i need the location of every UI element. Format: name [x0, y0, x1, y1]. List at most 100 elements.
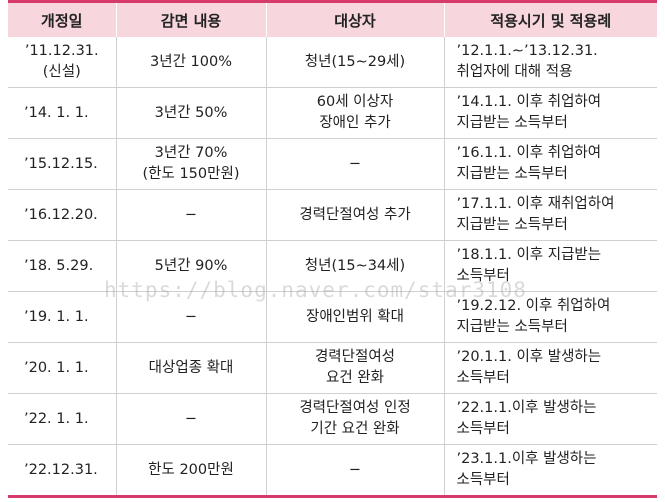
- cell-application-period-line: 소득부터: [456, 421, 510, 437]
- table-row: ’15.12.15. 3년간 70% (한도 150만원) − ’16.1.1. 이후 …: [8, 138, 657, 190]
- cell-application-period-line: ’12.1.1.∼’13.12.31.: [456, 43, 598, 59]
- cell-target-line: −: [348, 461, 362, 478]
- cell-reduction-content: −: [115, 291, 266, 343]
- cell-reduction-content-line: 3년간 100%: [150, 53, 232, 70]
- cell-application-period-line: ’17.1.1. 이후 재취업하여: [456, 196, 615, 212]
- bottom-rule: [8, 495, 657, 498]
- cell-reduction-content-line: 5년간 90%: [154, 257, 228, 274]
- cell-reduction-content-line: 한도 200만원: [148, 461, 234, 478]
- cell-reduction-content-line: −: [184, 308, 198, 325]
- cell-revision-date: ’18. 5.29.: [8, 240, 116, 292]
- cell-application-period-line: 취업자에 대해 적용: [456, 64, 573, 80]
- cell-target-line: 요건 완화: [326, 370, 384, 386]
- cell-application-period-line: ’14.1.1. 이후 취업하여: [456, 94, 602, 110]
- document-table-wrapper: 개정일 감면 내용 대상자 적용시기 및 적용례 ’11.12.31. (신설) 3…: [8, 0, 657, 502]
- cell-reduction-content: 대상업종 확대: [115, 342, 266, 394]
- cell-application-period-line: ’16.1.1. 이후 취업하여: [456, 145, 602, 161]
- cell-revision-date-line: ’19. 1. 1.: [24, 308, 89, 325]
- header-application-period: 적용시기 및 적용례: [443, 3, 657, 37]
- cell-reduction-content: 5년간 90%: [115, 240, 266, 292]
- cell-reduction-content: −: [115, 393, 266, 445]
- cell-target-line: −: [348, 155, 362, 172]
- cell-target-line: 경력단절여성 추가: [299, 206, 411, 223]
- cell-revision-date-line: ’11.12.31.: [24, 43, 99, 59]
- cell-target-line: 청년(15∼29세): [304, 53, 406, 70]
- header-reduction-content: 감면 내용: [115, 3, 266, 37]
- cell-revision-date: ’19. 1. 1.: [8, 291, 116, 343]
- cell-revision-date-line: ’20. 1. 1.: [24, 359, 89, 376]
- cell-target-line: 경력단절여성 인정: [299, 400, 411, 416]
- cell-revision-date-line: (신설): [42, 64, 81, 80]
- cell-revision-date: ’16.12.20.: [8, 189, 116, 241]
- table-body: ’11.12.31. (신설) 3년간 100% 청년(15∼29세) ’12.1.1.…: [8, 37, 657, 495]
- cell-application-period-line: 소득부터: [456, 370, 510, 386]
- table-row: ’22. 1. 1. − 경력단절여성 인정 기간 요건 완화 ’22.1.1.이후 발…: [8, 393, 657, 445]
- cell-revision-date-line: ’14. 1. 1.: [24, 104, 89, 121]
- cell-application-period: ’12.1.1.∼’13.12.31. 취업자에 대해 적용: [443, 37, 657, 88]
- table-header: 개정일 감면 내용 대상자 적용시기 및 적용례: [8, 3, 657, 37]
- cell-target-line: 60세 이상자: [316, 94, 394, 110]
- cell-application-period-line: ’20.1.1. 이후 발생하는: [456, 349, 602, 365]
- cell-revision-date: ’22.12.31.: [8, 444, 116, 495]
- cell-target: 장애인범위 확대: [265, 291, 444, 343]
- cell-reduction-content: −: [115, 189, 266, 241]
- cell-application-period-line: 소득부터: [456, 268, 510, 284]
- cell-application-period-line: ’18.1.1. 이후 지급받는: [456, 247, 602, 263]
- tax-reduction-history-table: 개정일 감면 내용 대상자 적용시기 및 적용례 ’11.12.31. (신설) 3…: [8, 3, 657, 495]
- cell-revision-date-line: ’22.12.31.: [24, 461, 98, 478]
- cell-target-line: 장애인 추가: [319, 115, 391, 131]
- cell-revision-date: ’15.12.15.: [8, 138, 116, 190]
- cell-reduction-content-line: 3년간 70%: [154, 145, 228, 161]
- cell-reduction-content: 한도 200만원: [115, 444, 266, 495]
- table-row: ’18. 5.29. 5년간 90% 청년(15∼34세) ’18.1.1. 이후 지…: [8, 240, 657, 292]
- cell-reduction-content: 3년간 70% (한도 150만원): [115, 138, 266, 190]
- cell-target: −: [265, 444, 444, 495]
- cell-application-period-line: ’19.2.12. 이후 취업하여: [456, 298, 611, 314]
- cell-revision-date: ’20. 1. 1.: [8, 342, 116, 394]
- cell-reduction-content-line: −: [184, 410, 198, 427]
- cell-application-period-line: ’22.1.1.이후 발생하는: [456, 400, 597, 416]
- cell-revision-date: ’14. 1. 1.: [8, 87, 116, 139]
- cell-application-period: ’14.1.1. 이후 취업하여 지급받는 소득부터: [443, 87, 657, 139]
- table-row: ’14. 1. 1. 3년간 50% 60세 이상자 장애인 추가 ’14.1.1. 이…: [8, 87, 657, 139]
- cell-application-period-line: 지급받는 소득부터: [456, 217, 568, 233]
- cell-reduction-content-line: 3년간 50%: [154, 104, 228, 121]
- cell-revision-date-line: ’15.12.15.: [24, 155, 98, 172]
- table-row: ’20. 1. 1. 대상업종 확대 경력단절여성 요건 완화 ’20.1.1. 이후 …: [8, 342, 657, 394]
- cell-target-line: 기간 요건 완화: [310, 421, 400, 437]
- cell-application-period-line: 지급받는 소득부터: [456, 166, 568, 182]
- cell-revision-date: ’22. 1. 1.: [8, 393, 116, 445]
- cell-revision-date: ’11.12.31. (신설): [8, 37, 116, 88]
- cell-revision-date-line: ’16.12.20.: [24, 206, 98, 223]
- cell-target: −: [265, 138, 444, 190]
- cell-reduction-content-line: −: [184, 206, 198, 223]
- cell-target: 청년(15∼29세): [265, 37, 444, 88]
- cell-target-line: 청년(15∼34세): [304, 257, 406, 274]
- cell-application-period-line: 지급받는 소득부터: [456, 319, 568, 335]
- cell-target: 청년(15∼34세): [265, 240, 444, 292]
- table-row: ’11.12.31. (신설) 3년간 100% 청년(15∼29세) ’12.1.1.…: [8, 37, 657, 88]
- cell-target: 경력단절여성 요건 완화: [265, 342, 444, 394]
- cell-target: 경력단절여성 추가: [265, 189, 444, 241]
- cell-revision-date-line: ’18. 5.29.: [24, 257, 94, 274]
- header-revision-date: 개정일: [8, 3, 116, 37]
- header-target: 대상자: [265, 3, 444, 37]
- cell-reduction-content: 3년간 100%: [115, 37, 266, 88]
- cell-target-line: 장애인범위 확대: [306, 308, 404, 325]
- top-rule: [8, 0, 657, 3]
- cell-reduction-content-line: 대상업종 확대: [148, 359, 234, 376]
- cell-application-period-line: 소득부터: [456, 472, 510, 488]
- cell-reduction-content: 3년간 50%: [115, 87, 266, 139]
- cell-application-period-line: ’23.1.1.이후 발생하는: [456, 451, 597, 467]
